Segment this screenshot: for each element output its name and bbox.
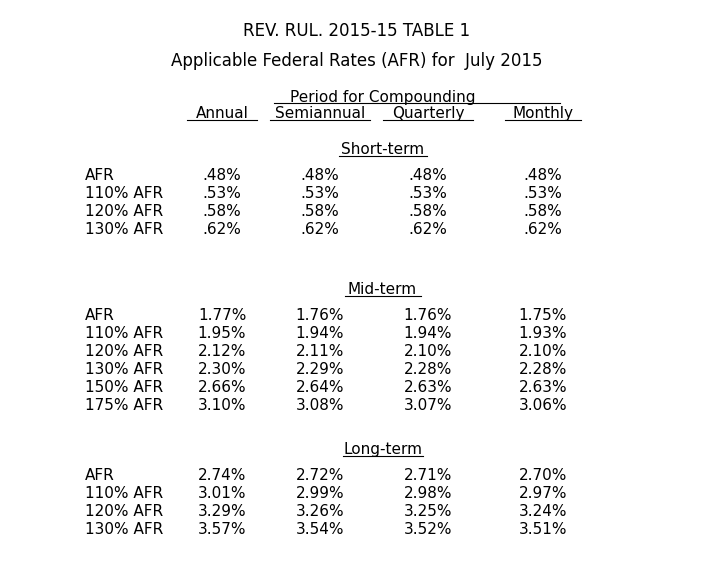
- Text: AFR: AFR: [85, 468, 115, 483]
- Text: 1.94%: 1.94%: [296, 326, 344, 341]
- Text: 110% AFR: 110% AFR: [85, 486, 163, 501]
- Text: .53%: .53%: [409, 186, 448, 201]
- Text: 2.72%: 2.72%: [296, 468, 344, 483]
- Text: .62%: .62%: [523, 222, 563, 237]
- Text: 120% AFR: 120% AFR: [85, 344, 163, 359]
- Text: 2.99%: 2.99%: [296, 486, 344, 501]
- Text: 2.63%: 2.63%: [404, 380, 452, 395]
- Text: 3.01%: 3.01%: [198, 486, 246, 501]
- Text: 3.06%: 3.06%: [518, 398, 568, 413]
- Text: 2.70%: 2.70%: [519, 468, 567, 483]
- Text: 110% AFR: 110% AFR: [85, 326, 163, 341]
- Text: 2.11%: 2.11%: [296, 344, 344, 359]
- Text: 2.29%: 2.29%: [296, 362, 344, 377]
- Text: 130% AFR: 130% AFR: [85, 362, 163, 377]
- Text: 2.10%: 2.10%: [519, 344, 567, 359]
- Text: .48%: .48%: [409, 168, 447, 183]
- Text: 2.63%: 2.63%: [518, 380, 568, 395]
- Text: .62%: .62%: [202, 222, 242, 237]
- Text: Period for Compounding: Period for Compounding: [289, 90, 476, 105]
- Text: AFR: AFR: [85, 308, 115, 323]
- Text: 3.51%: 3.51%: [519, 522, 568, 537]
- Text: .58%: .58%: [202, 204, 242, 219]
- Text: Quarterly: Quarterly: [391, 106, 464, 121]
- Text: 120% AFR: 120% AFR: [85, 204, 163, 219]
- Text: AFR: AFR: [85, 168, 115, 183]
- Text: 2.12%: 2.12%: [198, 344, 246, 359]
- Text: .48%: .48%: [523, 168, 563, 183]
- Text: 2.98%: 2.98%: [404, 486, 452, 501]
- Text: Annual: Annual: [195, 106, 248, 121]
- Text: 2.66%: 2.66%: [198, 380, 246, 395]
- Text: 1.77%: 1.77%: [198, 308, 246, 323]
- Text: 3.26%: 3.26%: [296, 504, 344, 519]
- Text: 120% AFR: 120% AFR: [85, 504, 163, 519]
- Text: 1.95%: 1.95%: [198, 326, 246, 341]
- Text: 3.29%: 3.29%: [198, 504, 246, 519]
- Text: 175% AFR: 175% AFR: [85, 398, 163, 413]
- Text: 2.28%: 2.28%: [404, 362, 452, 377]
- Text: 130% AFR: 130% AFR: [85, 522, 163, 537]
- Text: 2.30%: 2.30%: [198, 362, 246, 377]
- Text: .53%: .53%: [523, 186, 563, 201]
- Text: .58%: .58%: [301, 204, 339, 219]
- Text: .53%: .53%: [202, 186, 242, 201]
- Text: 150% AFR: 150% AFR: [85, 380, 163, 395]
- Text: 1.76%: 1.76%: [296, 308, 344, 323]
- Text: 3.57%: 3.57%: [198, 522, 246, 537]
- Text: 1.93%: 1.93%: [518, 326, 568, 341]
- Text: .53%: .53%: [301, 186, 339, 201]
- Text: 3.25%: 3.25%: [404, 504, 452, 519]
- Text: .48%: .48%: [301, 168, 339, 183]
- Text: 3.10%: 3.10%: [198, 398, 246, 413]
- Text: Long-term: Long-term: [343, 442, 422, 457]
- Text: 1.75%: 1.75%: [519, 308, 567, 323]
- Text: .62%: .62%: [409, 222, 448, 237]
- Text: 2.97%: 2.97%: [519, 486, 568, 501]
- Text: 3.24%: 3.24%: [519, 504, 568, 519]
- Text: 1.94%: 1.94%: [404, 326, 452, 341]
- Text: .58%: .58%: [523, 204, 563, 219]
- Text: Applicable Federal Rates (AFR) for  July 2015: Applicable Federal Rates (AFR) for July …: [170, 52, 543, 70]
- Text: .58%: .58%: [409, 204, 447, 219]
- Text: 3.08%: 3.08%: [296, 398, 344, 413]
- Text: 3.54%: 3.54%: [296, 522, 344, 537]
- Text: 2.10%: 2.10%: [404, 344, 452, 359]
- Text: Monthly: Monthly: [513, 106, 573, 121]
- Text: .48%: .48%: [202, 168, 242, 183]
- Text: 3.52%: 3.52%: [404, 522, 452, 537]
- Text: Semiannual: Semiannual: [275, 106, 365, 121]
- Text: 2.64%: 2.64%: [296, 380, 344, 395]
- Text: .62%: .62%: [301, 222, 339, 237]
- Text: Short-term: Short-term: [341, 142, 424, 157]
- Text: 2.71%: 2.71%: [404, 468, 452, 483]
- Text: 110% AFR: 110% AFR: [85, 186, 163, 201]
- Text: 2.74%: 2.74%: [198, 468, 246, 483]
- Text: 130% AFR: 130% AFR: [85, 222, 163, 237]
- Text: Mid-term: Mid-term: [348, 282, 417, 297]
- Text: REV. RUL. 2015-15 TABLE 1: REV. RUL. 2015-15 TABLE 1: [243, 22, 470, 40]
- Text: 1.76%: 1.76%: [404, 308, 452, 323]
- Text: 2.28%: 2.28%: [519, 362, 567, 377]
- Text: 3.07%: 3.07%: [404, 398, 452, 413]
